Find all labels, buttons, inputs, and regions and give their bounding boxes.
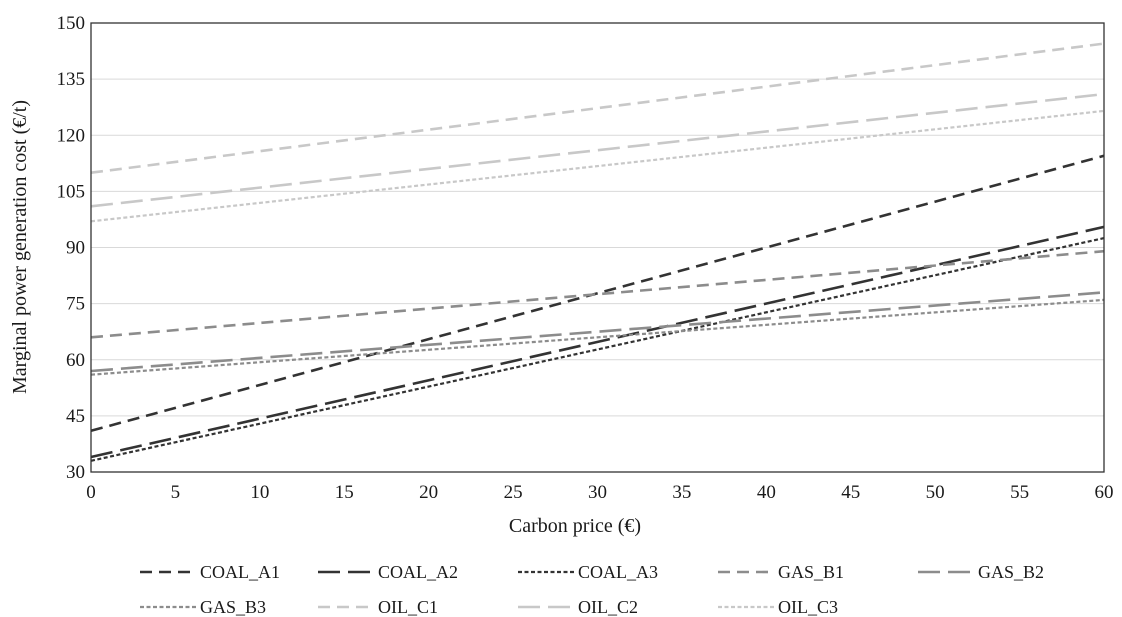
y-tick-label: 105 bbox=[57, 181, 86, 202]
legend-label: OIL_C1 bbox=[378, 597, 438, 617]
series-line-oil-c1 bbox=[90, 42, 1105, 174]
y-tick-label: 150 bbox=[57, 13, 86, 34]
gridlines bbox=[91, 78, 1104, 417]
legend-item-coal-a2: COAL_A2 bbox=[318, 562, 458, 582]
y-tick-label: 75 bbox=[66, 294, 85, 315]
x-tick-label: 45 bbox=[841, 482, 860, 503]
y-axis-title: Marginal power generation cost (€/t) bbox=[9, 100, 31, 394]
legend-item-gas-b2: GAS_B2 bbox=[918, 562, 1044, 582]
legend-item-coal-a1: COAL_A1 bbox=[140, 562, 280, 582]
x-tick-label: 0 bbox=[86, 482, 96, 503]
legend-label: GAS_B3 bbox=[200, 597, 266, 617]
legend-label: COAL_A1 bbox=[200, 562, 280, 582]
legend-label: GAS_B2 bbox=[978, 562, 1044, 582]
series-line-oil-c3 bbox=[90, 109, 1105, 223]
legend-item-oil-c1: OIL_C1 bbox=[318, 597, 438, 617]
series-line-gas-b3 bbox=[90, 298, 1105, 376]
legend-label: COAL_A3 bbox=[578, 562, 658, 582]
legend: COAL_A1 COAL_A2 COAL_A3 GAS_B1 GAS_B2 GAS_B3 O… bbox=[140, 562, 1044, 617]
series-line-coal-a1 bbox=[90, 154, 1105, 433]
x-axis-title: Carbon price (€) bbox=[509, 515, 641, 537]
x-tick-label: 50 bbox=[926, 482, 945, 503]
y-tick-label: 120 bbox=[57, 125, 86, 146]
x-tick-label: 55 bbox=[1010, 482, 1029, 503]
legend-label: OIL_C2 bbox=[578, 597, 638, 617]
plot-area-frame bbox=[90, 22, 1105, 473]
x-tick-label: 35 bbox=[672, 482, 691, 503]
y-tick-label: 45 bbox=[66, 406, 85, 427]
y-tick-label: 90 bbox=[66, 238, 85, 259]
y-tick-label: 135 bbox=[57, 69, 86, 90]
series-line-gas-b1 bbox=[90, 249, 1105, 339]
series-line-oil-c2 bbox=[90, 92, 1105, 208]
x-tick-label: 15 bbox=[335, 482, 354, 503]
legend-item-gas-b3: GAS_B3 bbox=[140, 597, 266, 617]
y-tick-label: 60 bbox=[66, 350, 85, 371]
series-line-gas-b2 bbox=[90, 291, 1105, 373]
series-lines bbox=[90, 42, 1105, 462]
legend-label: COAL_A2 bbox=[378, 562, 458, 582]
series-line-coal-a3 bbox=[90, 237, 1105, 462]
y-axis-ticks: 30 45 60 75 90 105 120 135 150 bbox=[57, 13, 86, 483]
x-tick-label: 60 bbox=[1095, 482, 1114, 503]
x-axis-ticks: 0 5 10 15 20 25 30 35 40 45 50 55 60 bbox=[86, 482, 1113, 503]
legend-item-oil-c3: OIL_C3 bbox=[718, 597, 838, 617]
series-line-coal-a2 bbox=[90, 225, 1105, 459]
x-tick-label: 25 bbox=[504, 482, 523, 503]
x-tick-label: 5 bbox=[171, 482, 181, 503]
x-tick-label: 40 bbox=[757, 482, 776, 503]
legend-item-oil-c2: OIL_C2 bbox=[518, 597, 638, 617]
legend-item-coal-a3: COAL_A3 bbox=[518, 562, 658, 582]
x-tick-label: 30 bbox=[588, 482, 607, 503]
legend-item-gas-b1: GAS_B1 bbox=[718, 562, 844, 582]
x-tick-label: 20 bbox=[419, 482, 438, 503]
y-tick-label: 30 bbox=[66, 462, 85, 483]
x-tick-label: 10 bbox=[250, 482, 269, 503]
legend-label: GAS_B1 bbox=[778, 562, 844, 582]
legend-label: OIL_C3 bbox=[778, 597, 838, 617]
